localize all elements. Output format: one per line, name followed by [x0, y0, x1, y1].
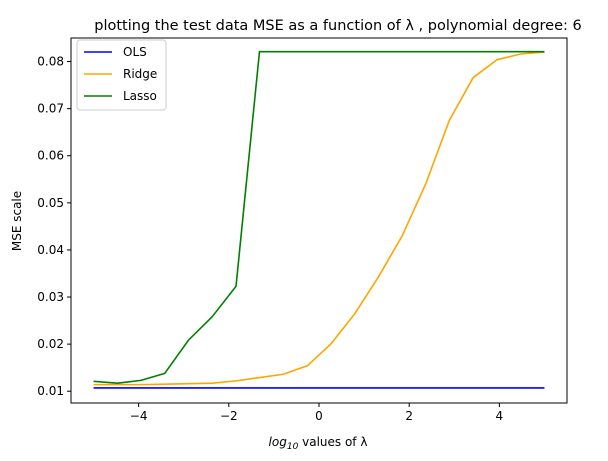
x-axis-label-suffix: values of λ: [298, 435, 367, 449]
y-axis-ticks: 0.01 0.02 0.03 0.04 0.05 0.06 0.07 0.08: [37, 55, 71, 398]
x-tick-label: 0: [315, 409, 323, 423]
series-line-ridge: [93, 51, 545, 386]
x-axis-ticks: −4 −2 0 2 4: [130, 403, 503, 423]
y-tick-label: 0.04: [37, 243, 64, 257]
legend-label-ridge: Ridge: [123, 67, 157, 81]
x-tick-label: −2: [220, 409, 238, 423]
x-axis-label-subscript: 10: [287, 442, 299, 452]
legend-label-ols: OLS: [123, 45, 147, 59]
y-tick-label: 0.05: [37, 196, 64, 210]
y-tick-label: 0.07: [37, 102, 64, 116]
legend-box: [76, 39, 167, 111]
x-axis-label: log10 values of λ: [269, 435, 368, 452]
y-tick-label: 0.03: [37, 290, 64, 304]
legend-label-lasso: Lasso: [123, 89, 157, 103]
series-line-lasso: [93, 50, 545, 385]
legend: OLS Ridge Lasso: [76, 39, 167, 111]
y-tick-label: 0.02: [37, 337, 64, 351]
y-tick-label: 0.01: [37, 384, 64, 398]
y-tick-label: 0.08: [37, 55, 64, 69]
y-tick-label: 0.06: [37, 149, 64, 163]
x-tick-label: −4: [130, 409, 148, 423]
x-axis-label-prefix: log: [269, 435, 288, 449]
chart-title: plotting the test data MSE as a function…: [94, 18, 581, 34]
x-tick-label: 4: [496, 409, 504, 423]
y-axis-label: MSE scale: [10, 191, 24, 251]
series-lines: [93, 50, 545, 389]
x-tick-label: 2: [405, 409, 413, 423]
